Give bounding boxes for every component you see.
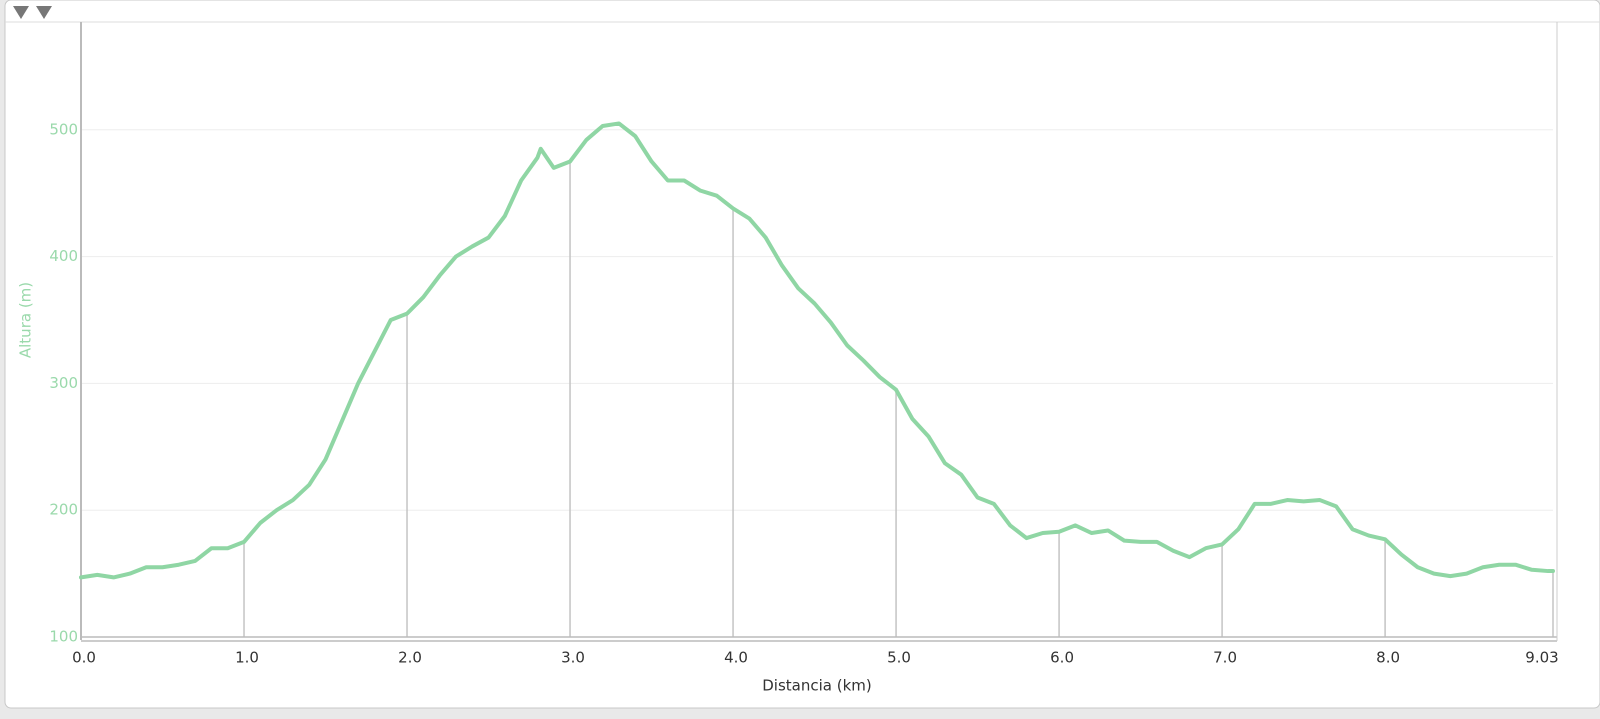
- x-tick-label: 5.0: [887, 649, 911, 667]
- y-tick-label: 500: [49, 120, 78, 138]
- x-tick-label: 3.0: [561, 649, 585, 667]
- y-tick-label: 300: [49, 374, 78, 392]
- elevation-line: [79, 121, 1555, 580]
- panel: [4, 0, 1600, 709]
- x-tick-label: 1.0: [235, 649, 259, 667]
- y-tick-label: 100: [49, 628, 78, 646]
- x-tick-label: 0.0: [72, 649, 96, 667]
- y-tick-label: 400: [49, 247, 78, 265]
- x-tick-label: 6.0: [1050, 649, 1074, 667]
- x-tick-label: 8.0: [1376, 649, 1400, 667]
- plot: 100 200 300 400 500 0.0 1.0 2.0 3.0 4.0 5.0 6.0 7.0 8…: [17, 22, 1559, 695]
- x-tick-label: 4.0: [724, 649, 748, 667]
- collapse-icon[interactable]: [13, 6, 29, 19]
- collapse-icon[interactable]: [36, 6, 52, 19]
- x-axis-title: Distancia (km): [762, 677, 872, 695]
- x-tick-label: 2.0: [398, 649, 422, 667]
- x-tick-label: 9.03: [1525, 649, 1558, 667]
- y-tick-label: 200: [49, 501, 78, 519]
- x-tick-label: 7.0: [1213, 649, 1237, 667]
- y-axis-title: Altura (m): [17, 282, 35, 358]
